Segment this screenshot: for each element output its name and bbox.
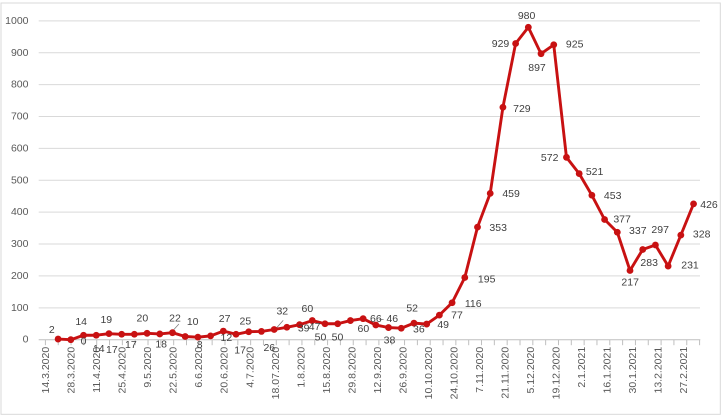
svg-text:50: 50 [332,331,344,343]
svg-text:283: 283 [640,257,658,269]
svg-text:22: 22 [169,312,181,324]
svg-text:39: 39 [298,323,310,335]
svg-text:572: 572 [541,152,559,164]
svg-text:337: 337 [629,225,647,237]
svg-text:14: 14 [75,316,87,328]
svg-text:19.12.2020: 19.12.2020 [551,347,563,400]
svg-text:38: 38 [384,335,396,347]
svg-text:77: 77 [451,310,463,322]
svg-text:729: 729 [513,103,531,115]
svg-text:0: 0 [23,334,29,346]
svg-text:116: 116 [465,298,482,310]
svg-text:2.1.2021: 2.1.2021 [576,347,588,388]
svg-text:453: 453 [604,190,622,202]
svg-text:900: 900 [11,47,29,59]
svg-text:12.9.2020: 12.9.2020 [372,347,384,394]
svg-text:50: 50 [315,331,327,343]
svg-text:47: 47 [309,321,321,333]
svg-text:521: 521 [586,166,604,178]
svg-text:600: 600 [11,142,29,154]
svg-text:6.6.2020: 6.6.2020 [193,347,205,388]
svg-text:27: 27 [219,313,231,325]
svg-text:17: 17 [234,344,246,356]
svg-text:10.10.2020: 10.10.2020 [423,347,435,400]
svg-text:328: 328 [693,228,711,240]
svg-text:20: 20 [137,313,149,325]
svg-text:700: 700 [11,111,29,123]
svg-text:21.11.2020: 21.11.2020 [499,347,511,399]
svg-text:24.10.2020: 24.10.2020 [448,347,460,400]
svg-text:20.6.2020: 20.6.2020 [219,347,231,394]
svg-text:231: 231 [681,260,699,272]
svg-text:14: 14 [93,343,105,355]
svg-text:459: 459 [502,188,520,200]
svg-text:19: 19 [100,314,112,326]
svg-text:1000: 1000 [5,15,29,27]
svg-text:8: 8 [197,339,203,351]
svg-text:5.12.2020: 5.12.2020 [525,347,537,394]
svg-text:15.8.2020: 15.8.2020 [321,347,333,394]
svg-text:426: 426 [700,199,718,211]
svg-text:28.3.2020: 28.3.2020 [66,347,78,394]
svg-text:16.1.2021: 16.1.2021 [602,347,614,394]
svg-text:36: 36 [413,324,425,336]
svg-text:32: 32 [276,305,288,317]
svg-text:26: 26 [263,342,275,354]
svg-text:13.2.2021: 13.2.2021 [653,347,665,394]
svg-text:9.5.2020: 9.5.2020 [142,347,154,388]
svg-text:49: 49 [437,319,449,331]
svg-text:25: 25 [240,315,252,327]
svg-text:925: 925 [566,39,584,51]
svg-text:217: 217 [621,277,639,289]
svg-text:18.07.2020: 18.07.2020 [270,347,282,400]
svg-text:4.7.2020: 4.7.2020 [244,347,256,388]
svg-text:30.1.2021: 30.1.2021 [627,347,639,394]
svg-text:52: 52 [406,303,418,315]
svg-text:195: 195 [478,274,496,286]
svg-text:300: 300 [11,238,29,250]
svg-text:29.8.2020: 29.8.2020 [346,347,358,394]
svg-text:22.5.2020: 22.5.2020 [168,347,180,394]
svg-text:377: 377 [613,213,631,225]
svg-text:27.2.2021: 27.2.2021 [678,347,690,394]
svg-text:25.4.2020: 25.4.2020 [117,347,129,394]
svg-text:60: 60 [358,323,370,335]
svg-text:2: 2 [49,324,55,336]
svg-text:46: 46 [386,313,398,325]
svg-text:897: 897 [528,62,546,74]
svg-text:26.9.2020: 26.9.2020 [397,347,409,394]
svg-text:66: 66 [370,313,382,325]
svg-text:17: 17 [125,339,137,351]
svg-text:60: 60 [302,303,314,315]
svg-text:11.4.2020: 11.4.2020 [91,347,103,393]
svg-text:400: 400 [11,206,29,218]
svg-text:17: 17 [106,344,118,356]
svg-text:7.11.2020: 7.11.2020 [474,347,486,393]
svg-text:12: 12 [221,332,233,344]
svg-text:10: 10 [187,316,199,328]
svg-text:1.8.2020: 1.8.2020 [295,347,307,388]
svg-text:100: 100 [11,302,29,314]
svg-text:297: 297 [651,224,669,236]
svg-text:0: 0 [81,336,87,348]
svg-text:800: 800 [11,79,29,91]
svg-text:18: 18 [155,339,167,351]
svg-text:200: 200 [11,270,29,282]
svg-text:500: 500 [11,174,29,186]
svg-text:980: 980 [518,10,536,22]
svg-text:353: 353 [489,222,507,234]
svg-text:14.3.2020: 14.3.2020 [40,347,52,394]
svg-text:929: 929 [492,38,510,50]
